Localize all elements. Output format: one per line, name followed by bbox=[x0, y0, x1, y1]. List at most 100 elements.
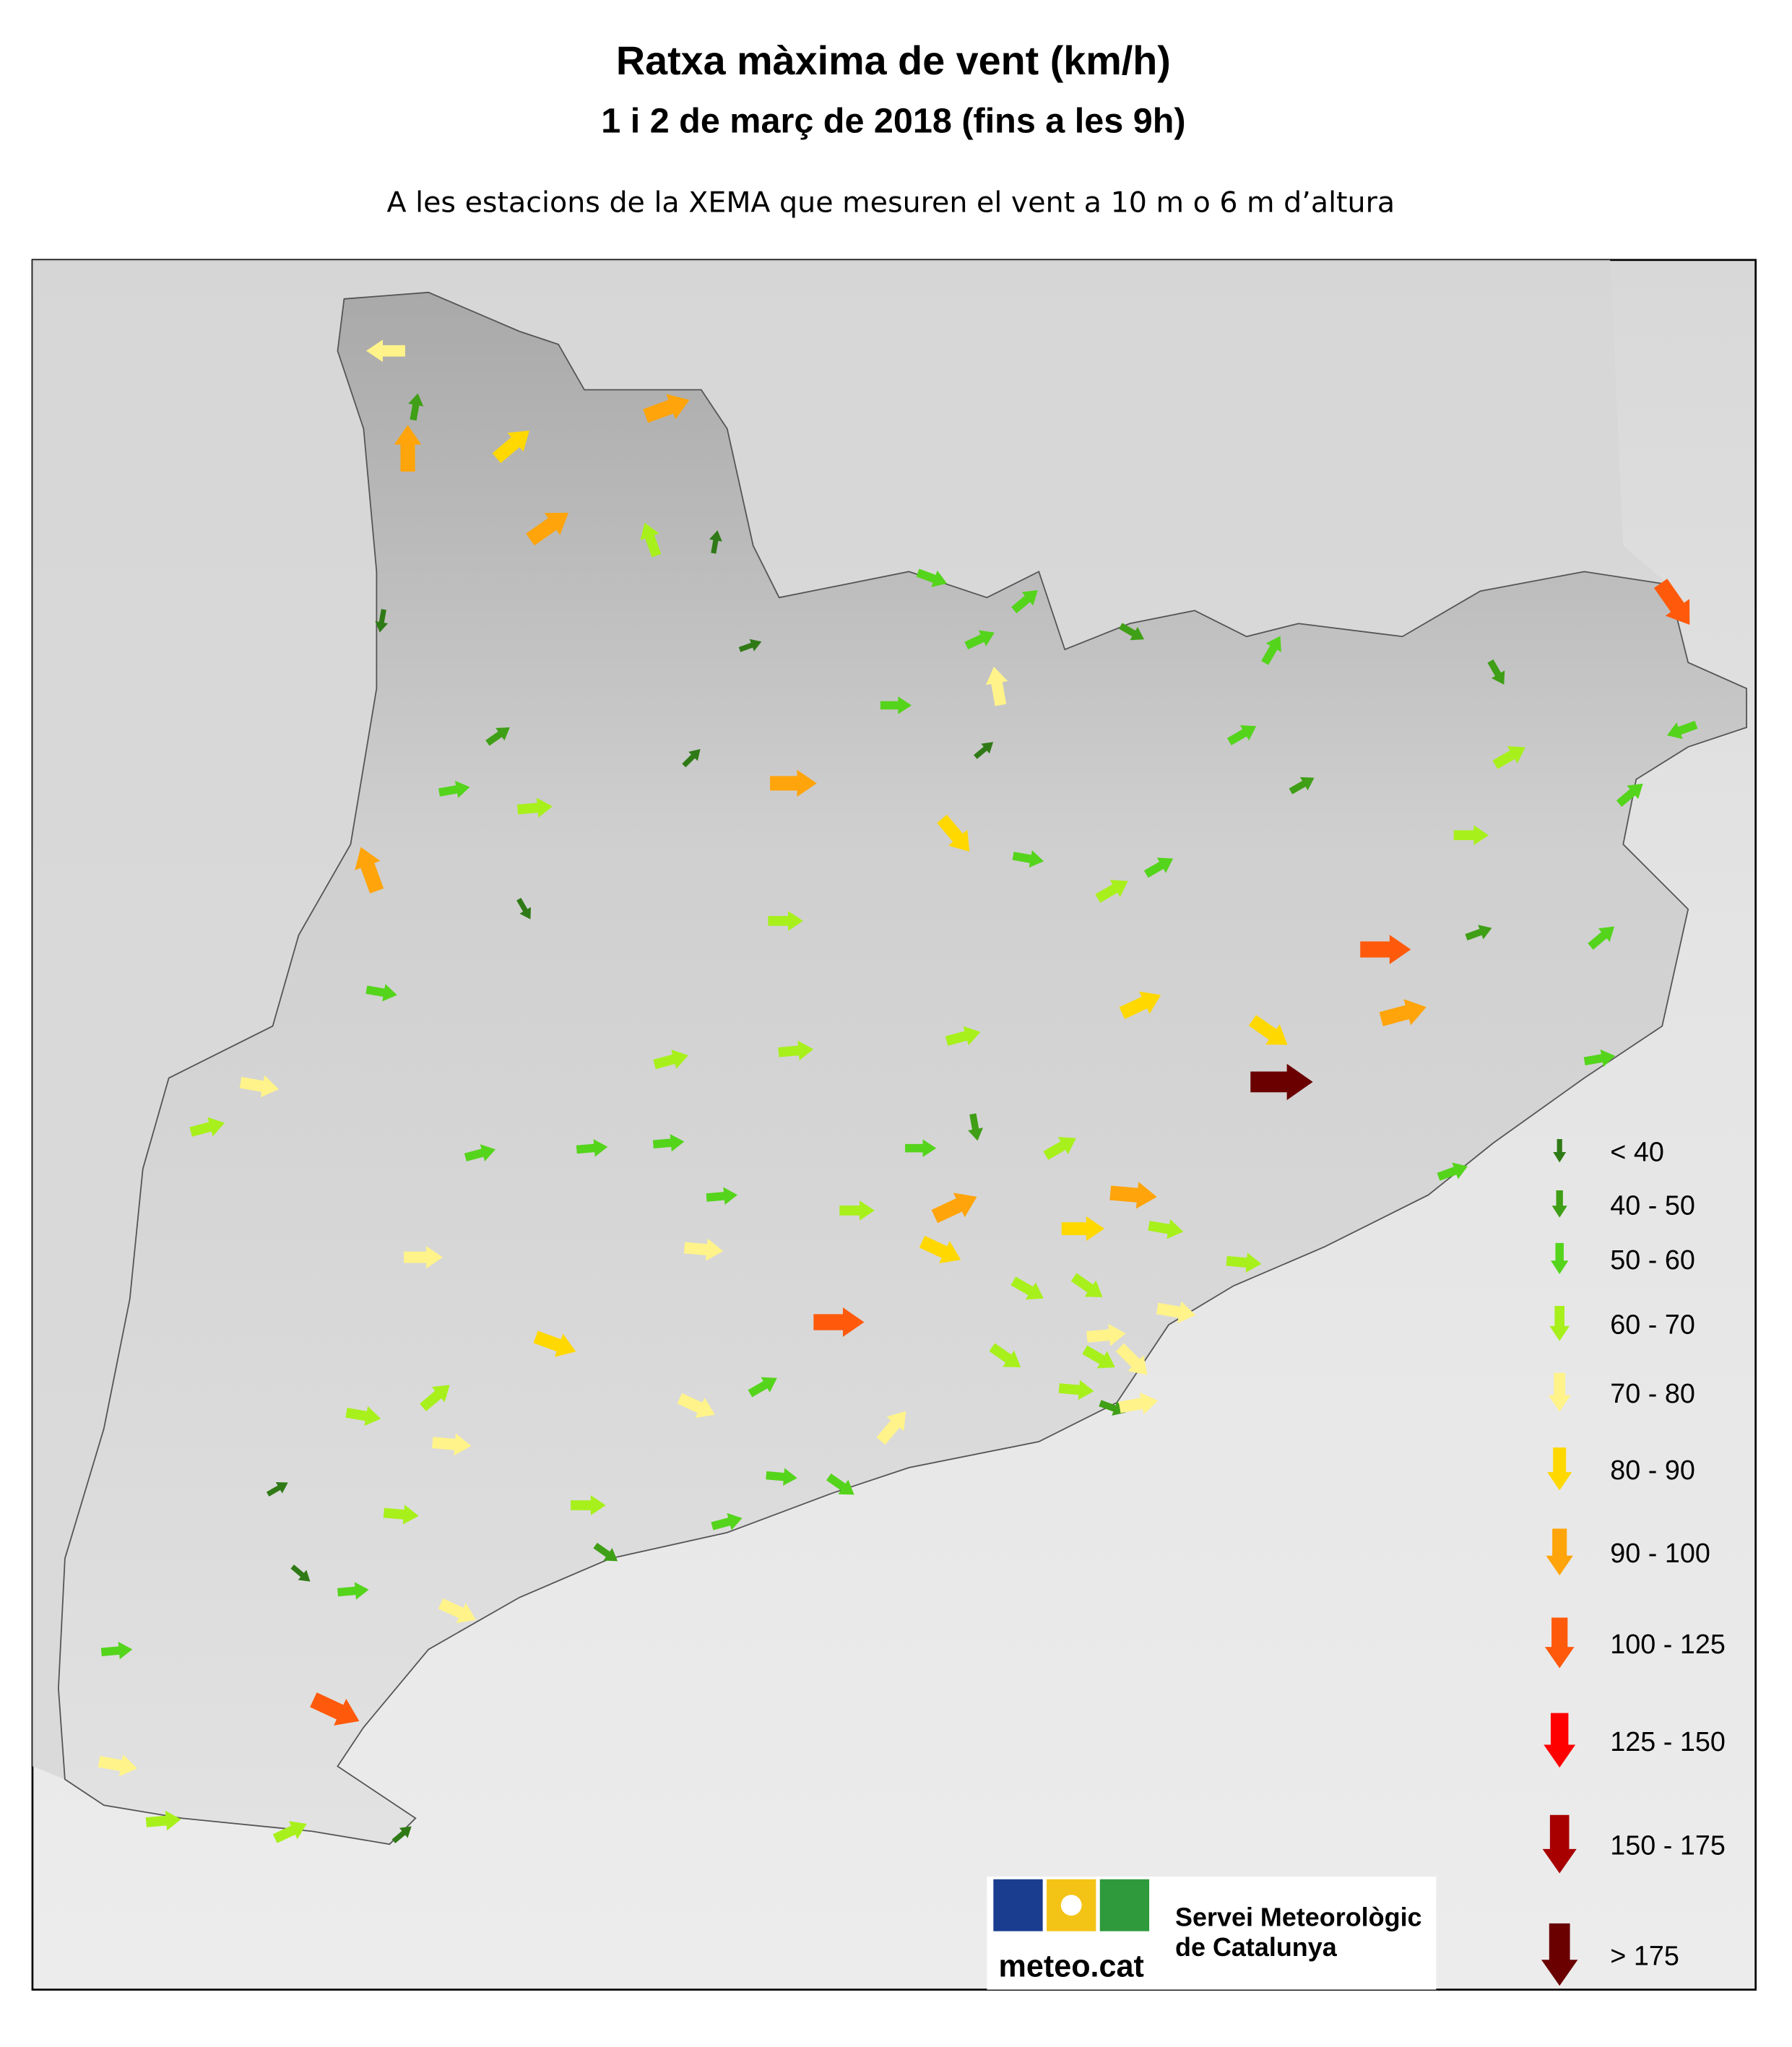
wind-arrow bbox=[1082, 1345, 1115, 1369]
wind-arrow bbox=[1148, 1219, 1184, 1239]
wind-arrow bbox=[931, 1193, 977, 1224]
wind-arrow bbox=[310, 1692, 360, 1726]
legend-arrow bbox=[1544, 1713, 1576, 1768]
wind-arrow bbox=[766, 1468, 797, 1486]
wind-arrow bbox=[1119, 623, 1145, 641]
logo-square bbox=[993, 1879, 1043, 1931]
wind-arrow bbox=[1012, 850, 1044, 868]
wind-arrow bbox=[272, 1821, 307, 1843]
wind-arrow bbox=[1379, 999, 1427, 1026]
wind-arrow bbox=[1115, 1343, 1148, 1375]
legend-arrow bbox=[1542, 1814, 1577, 1874]
wind-arrow bbox=[1086, 1323, 1126, 1346]
wind-arrow bbox=[916, 568, 948, 587]
wind-arrow bbox=[985, 667, 1008, 706]
wind-arrow bbox=[438, 1598, 477, 1624]
logo-square bbox=[1099, 1879, 1150, 1931]
wind-arrow bbox=[1248, 1015, 1288, 1045]
logo-line: Servei Meteorològic bbox=[1175, 1902, 1422, 1931]
legend-arrow bbox=[1547, 1447, 1572, 1491]
legend-label: 40 - 50 bbox=[1610, 1190, 1695, 1220]
wind-arrow bbox=[533, 1330, 576, 1357]
wind-arrow bbox=[1156, 1301, 1196, 1324]
wind-arrow bbox=[516, 797, 553, 818]
wind-arrow bbox=[593, 1542, 618, 1562]
wind-arrow bbox=[571, 1495, 606, 1515]
legend-arrow bbox=[1551, 1190, 1567, 1218]
wind-arrow bbox=[709, 530, 722, 554]
catalonia bbox=[58, 291, 1747, 1845]
wind-arrow bbox=[1143, 857, 1174, 878]
wind-arrow bbox=[905, 1139, 937, 1157]
wind-arrow bbox=[1070, 1273, 1103, 1297]
title: Ratxa màxima de vent (km/h) bbox=[616, 38, 1171, 83]
wind-arrow bbox=[968, 1113, 984, 1141]
wind-arrow bbox=[1109, 1182, 1157, 1209]
wind-arrow bbox=[770, 769, 817, 797]
wind-arrow bbox=[1099, 1400, 1126, 1416]
wind-arrow bbox=[526, 512, 568, 546]
wind-arrow bbox=[1487, 659, 1505, 685]
wind-arrow bbox=[652, 1133, 685, 1152]
wind-arrow bbox=[653, 1050, 688, 1070]
logo-sun bbox=[1060, 1895, 1082, 1916]
wind-arrow bbox=[1653, 579, 1690, 626]
wind-arrow bbox=[391, 1826, 412, 1843]
note: A les estacions de la XEMA que mesuren e… bbox=[386, 186, 1395, 219]
wind-arrow bbox=[1058, 1380, 1094, 1401]
wind-arrow bbox=[826, 1473, 854, 1495]
wind-arrow bbox=[1095, 880, 1128, 903]
wind-arrow bbox=[1119, 991, 1161, 1019]
wind-arrow bbox=[485, 727, 510, 746]
wind-arrow bbox=[964, 630, 995, 650]
wind-arrow bbox=[1010, 1276, 1044, 1300]
wind-arrow bbox=[1437, 1162, 1468, 1181]
wind-arrow bbox=[1583, 1050, 1616, 1068]
logo: meteo.cat Servei Meteorològic de Catalun… bbox=[987, 1877, 1437, 1990]
legend-label: 100 - 125 bbox=[1610, 1629, 1726, 1659]
wind-arrow bbox=[706, 1187, 738, 1206]
wind-arrow bbox=[937, 814, 970, 852]
wind-arrow bbox=[813, 1307, 865, 1337]
wind-arrow bbox=[345, 1406, 381, 1427]
wind-arrow bbox=[98, 1754, 138, 1777]
wind-arrow bbox=[768, 911, 803, 931]
legend-label: 50 - 60 bbox=[1610, 1245, 1695, 1275]
subtitle: 1 i 2 de març de 2018 (fins a les 9h) bbox=[601, 102, 1185, 141]
wind-arrow bbox=[355, 847, 384, 893]
wind-arrow bbox=[516, 897, 532, 919]
legend-label: 80 - 90 bbox=[1610, 1455, 1695, 1485]
wind-arrow bbox=[1465, 925, 1492, 941]
wind-arrow bbox=[365, 339, 405, 363]
logo-brand: meteo.cat bbox=[999, 1949, 1144, 1984]
wind-arrow bbox=[640, 522, 662, 558]
legend-arrow bbox=[1550, 1242, 1569, 1274]
legend-arrow bbox=[1549, 1306, 1570, 1341]
legend-label: > 175 bbox=[1610, 1940, 1679, 1970]
legend-label: 90 - 100 bbox=[1610, 1538, 1710, 1568]
wind-arrow bbox=[1061, 1216, 1105, 1242]
wind-arrow bbox=[438, 780, 470, 798]
wind-arrow bbox=[1453, 825, 1489, 846]
legend-label: 70 - 80 bbox=[1610, 1378, 1695, 1408]
legend-arrow bbox=[1546, 1528, 1573, 1576]
wind-arrow bbox=[643, 394, 690, 423]
wind-arrow bbox=[876, 1411, 906, 1445]
wind-arrow bbox=[738, 639, 762, 652]
wind-arrow bbox=[682, 749, 701, 768]
wind-arrow bbox=[420, 1385, 450, 1411]
wind-arrow bbox=[1226, 1252, 1262, 1273]
wind-arrow bbox=[432, 1433, 472, 1456]
wind-arrow bbox=[1011, 590, 1038, 614]
wind-arrow bbox=[945, 1026, 981, 1046]
wind-arrow bbox=[375, 609, 389, 633]
wind-arrow bbox=[576, 1139, 608, 1157]
wind-arrow bbox=[748, 1377, 777, 1398]
wind-arrow bbox=[989, 1343, 1021, 1367]
wind-arrow bbox=[677, 1393, 715, 1419]
wind-arrow bbox=[408, 393, 424, 421]
wind-arrow bbox=[1043, 1137, 1076, 1160]
wind-arrow bbox=[1226, 725, 1257, 745]
